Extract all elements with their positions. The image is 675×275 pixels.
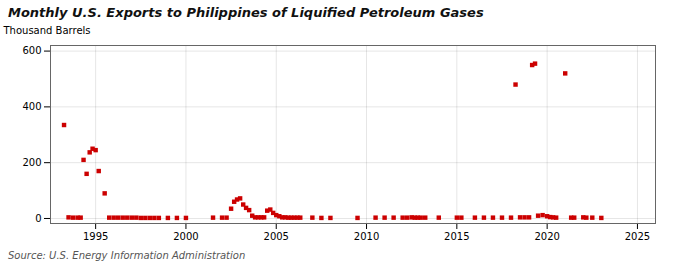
svg-text:0: 0 [35,213,41,224]
svg-text:2015: 2015 [444,231,469,242]
svg-text:600: 600 [22,45,41,56]
svg-text:2025: 2025 [625,231,650,242]
html-text:Source: U.S. Energy Informatio: Source: U.S. Energy Information Administ… [8,250,246,261]
svg-text:2010: 2010 [354,231,379,242]
svg-text:200: 200 [22,157,41,168]
svg-text:400: 400 [22,101,41,112]
svg-text:2020: 2020 [534,231,559,242]
html-text:Monthly U.S. Exports to Philip: Monthly U.S. Exports to Philippines of L… [8,5,484,20]
svg-text:1995: 1995 [83,231,108,242]
svg-text:2000: 2000 [173,231,198,242]
svg-text:2005: 2005 [264,231,289,242]
svg-text:Thousand Barrels: Thousand Barrels [3,25,91,36]
